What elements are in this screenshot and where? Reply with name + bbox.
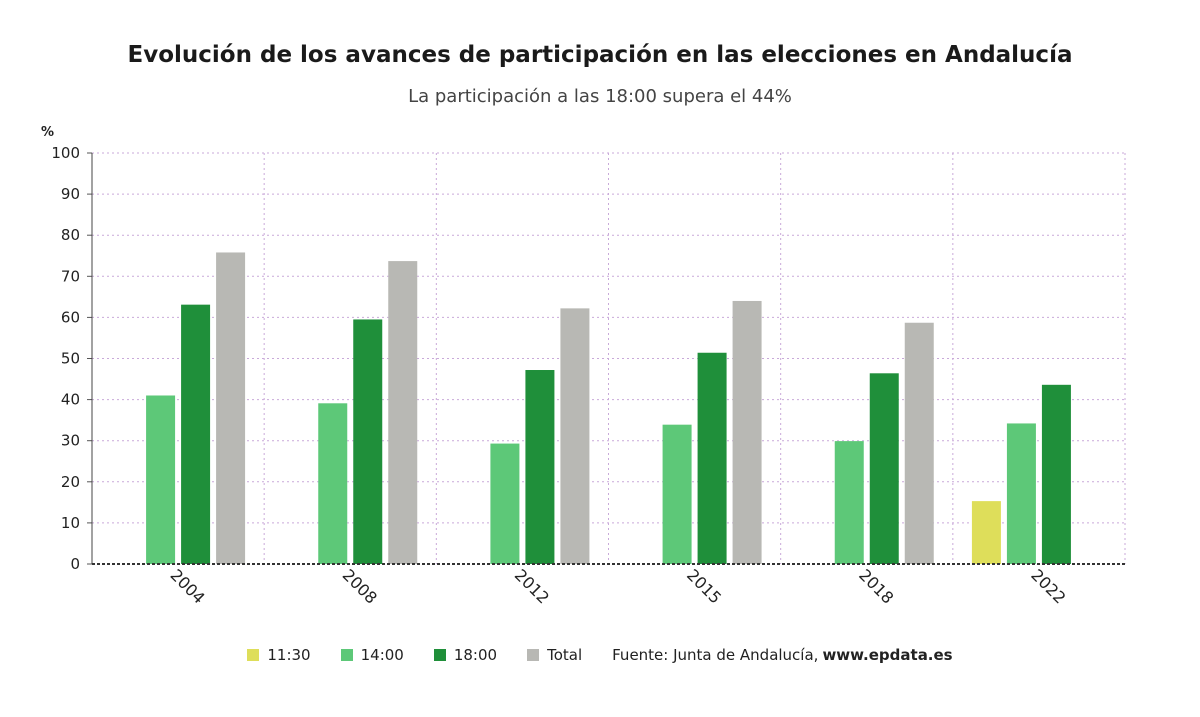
y-tick-label: 70: [61, 267, 80, 285]
bar-2004-18:00: [181, 304, 211, 564]
bar-2004-14:00: [146, 395, 176, 564]
x-tick-label: 2012: [511, 565, 553, 607]
bar-2004-Total: [216, 252, 246, 564]
y-tick-label: 80: [61, 226, 80, 244]
chart-subtitle: La participación a las 18:00 supera el 4…: [408, 86, 792, 107]
legend-item-Total: Total: [527, 646, 582, 664]
x-tick-label: 2008: [339, 565, 381, 607]
bar-2018-Total: [904, 322, 934, 564]
bar-2008-Total: [388, 261, 418, 564]
legend-label: 11:30: [267, 646, 311, 664]
y-tick-label: 60: [61, 308, 80, 326]
x-tick-label: 2015: [683, 565, 725, 607]
bar-2018-18:00: [869, 373, 899, 564]
source-note: Fuente: Junta de Andalucía, www.epdata.e…: [612, 646, 953, 664]
chart-title: Evolución de los avances de participació…: [127, 42, 1073, 68]
legend-label: Total: [547, 646, 583, 664]
bar-2018-14:00: [834, 441, 864, 564]
legend: 11:30 14:00 18:00 Total Fuente: Junta de An…: [0, 646, 1200, 664]
legend-item-14:00: 14:00: [340, 646, 404, 664]
bar-2022-14:00: [1006, 423, 1036, 564]
bar-2015-Total: [732, 300, 762, 564]
legend-swatch: [340, 649, 353, 661]
bar-2012-14:00: [490, 443, 520, 564]
bar-2015-18:00: [697, 352, 727, 564]
legend-label: 18:00: [453, 646, 498, 664]
y-tick-label: 0: [70, 555, 80, 573]
legend-item-18:00: 18:00: [433, 646, 498, 664]
y-tick-label: 40: [61, 391, 80, 409]
bar-2015-14:00: [662, 424, 692, 564]
bar-2022-11:30: [971, 501, 1001, 564]
y-axis-unit: %: [41, 125, 54, 140]
source-url[interactable]: www.epdata.es: [822, 646, 953, 664]
legend-item-11:30: 11:30: [247, 646, 311, 664]
bar-chart: 0 10 20 30 40 50 60 70 80 90 100% 2004 2008 2012 2015 2…: [41, 125, 1126, 608]
y-tick-label: 90: [61, 185, 80, 203]
x-tick-label: 2004: [167, 565, 209, 607]
bar-2008-14:00: [318, 403, 348, 564]
legend-swatch: [527, 649, 540, 661]
y-tick-label: 100: [51, 144, 80, 162]
legend-swatch: [247, 649, 260, 661]
y-tick-label: 30: [61, 432, 80, 450]
y-tick-label: 20: [61, 473, 80, 491]
legend-label: 14:00: [360, 646, 404, 664]
x-tick-label: 2018: [855, 565, 897, 607]
bar-2012-Total: [560, 308, 590, 564]
source-label: Fuente: Junta de Andalucía,: [612, 646, 819, 664]
y-tick-label: 50: [61, 350, 80, 368]
x-tick-label: 2022: [1027, 565, 1069, 607]
y-tick-label: 10: [61, 514, 80, 532]
bar-2022-18:00: [1041, 384, 1071, 564]
legend-swatch: [433, 649, 446, 661]
bar-2012-18:00: [525, 370, 555, 564]
bar-2008-18:00: [353, 319, 383, 564]
